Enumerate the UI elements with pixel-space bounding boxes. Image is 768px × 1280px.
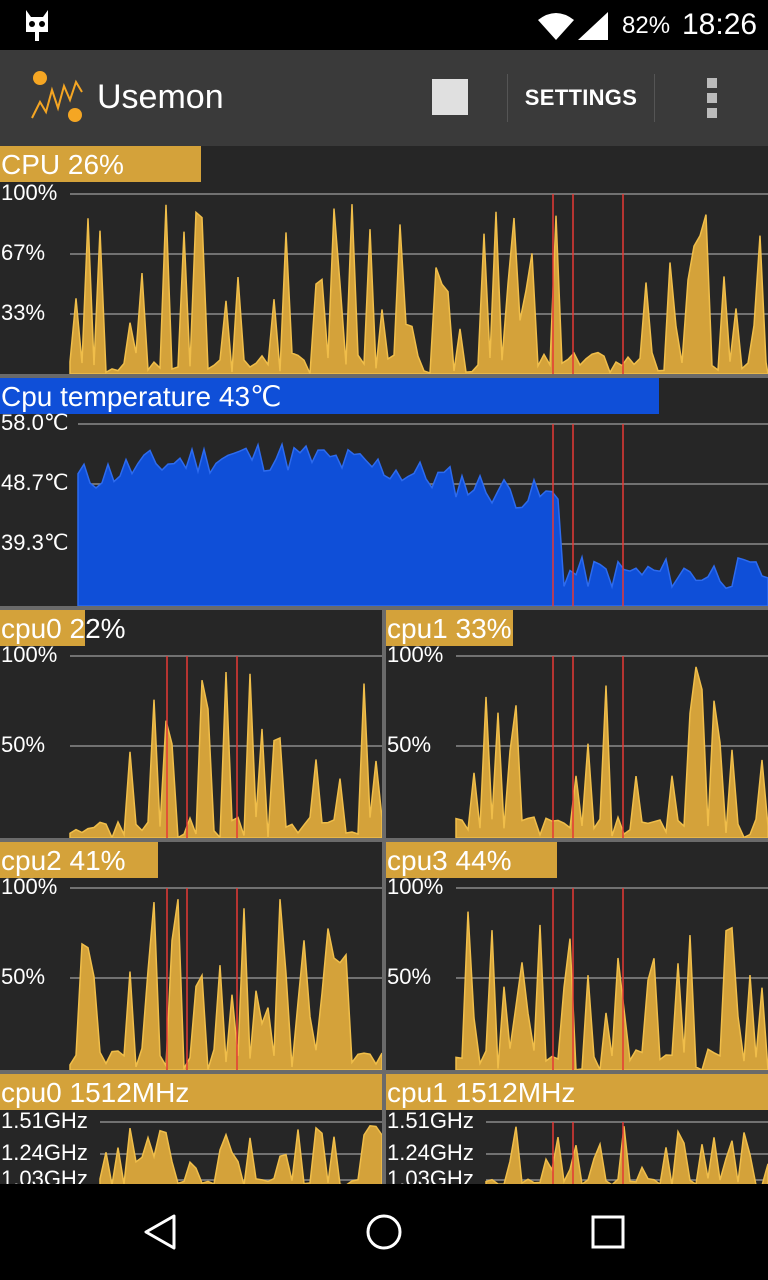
y-axis-label: 58.0℃ [1,410,69,435]
usage-series-area [485,1126,768,1184]
usage-series-area [69,204,768,374]
wifi-icon [538,13,574,40]
divider [507,74,508,122]
y-axis-label: 100% [387,642,444,667]
panel-title-bar: CPU 26% [0,146,201,182]
app-title: Usemon [97,78,224,116]
monitor-grid: CPU 26% 100% 67% 33% Cpu temperature 43℃ 5… [0,146,768,1184]
cpu1-frequency-panel[interactable]: cpu1 1512MHz 1.51GHz 1.24GHz 1.03GHz [386,1074,768,1184]
y-axis-label: 39.3℃ [1,530,69,555]
panel-title-bar: cpu0 1512MHz [0,1074,382,1110]
graph-area [69,655,382,838]
battery-percent: 82% [622,12,671,39]
panel-title-bar: cpu1 33% [386,610,513,646]
panel-title-bar: Cpu temperature 43℃ [0,378,659,414]
settings-button[interactable]: SETTINGS [524,85,638,110]
y-axis-label: 1.03GHz [1,1166,88,1184]
cpu-total-panel[interactable]: CPU 26% 100% 67% 33% [0,146,768,374]
graph-area [485,1121,768,1184]
separator [0,606,768,610]
y-axis-label: 33% [1,300,46,325]
navigation-bar [0,1184,768,1280]
panel-title-bar: cpu0 22% [0,610,126,646]
cyanogen-mascot-icon [26,10,48,41]
recents-icon[interactable] [590,1214,626,1250]
y-axis-label: 100% [1,180,58,205]
panel-title-bar: cpu1 1512MHz [386,1074,768,1110]
usemon-logo-icon [31,71,83,122]
panel-title-bar: cpu3 44% [386,842,557,878]
usage-series-area [69,671,382,838]
cpu0-frequency-panel[interactable]: cpu0 1512MHz 1.51GHz 1.24GHz 1.03GHz [0,1074,382,1184]
y-axis-label: 48.7℃ [1,470,69,495]
cpu1-panel[interactable]: cpu1 33% 100% 50% [386,610,768,838]
y-axis-label: 1.24GHz [1,1140,88,1165]
y-axis-label: 1.24GHz [387,1140,474,1165]
cpu3-panel[interactable]: cpu3 44% 100% 50% [386,842,768,1070]
y-axis-label: 67% [1,240,46,265]
signal-icon [578,12,608,40]
graph-area [99,1121,382,1184]
y-axis-label: 1.51GHz [387,1108,474,1133]
stop-button[interactable] [432,79,468,115]
y-axis-label: 50% [1,732,46,757]
home-icon[interactable] [364,1212,404,1252]
separator [382,610,386,1184]
usage-series-area [455,666,768,838]
usage-series-area [455,911,768,1070]
clock: 18:26 [682,8,758,41]
graph-area [455,887,768,1070]
app-bar: Usemon SETTINGS [0,50,768,146]
y-axis-label: 100% [387,874,444,899]
back-icon[interactable] [140,1212,180,1252]
overflow-menu-button[interactable] [690,74,734,122]
cpu2-panel[interactable]: cpu2 41% 100% 50% [0,842,382,1070]
y-axis-label: 1.03GHz [387,1166,474,1184]
status-bar: 82% 18:26 [0,0,768,50]
usage-series-area [69,899,382,1070]
graph-area [77,423,768,606]
cpu0-panel[interactable]: cpu0 22% 100% 50% [0,610,382,838]
y-axis-label: 50% [1,964,46,989]
y-axis-label: 50% [387,732,432,757]
separator [0,374,768,378]
usage-series-area [77,441,768,606]
y-axis-label: 1.51GHz [1,1108,88,1133]
cpu-temperature-panel[interactable]: Cpu temperature 43℃ 58.0℃ 48.7℃ 39.3℃ [0,378,768,606]
divider [654,74,655,122]
usage-series-area [99,1125,382,1184]
graph-area [69,887,382,1070]
y-axis-label: 100% [1,874,58,899]
graph-area [455,655,768,838]
more-vert-icon [707,78,717,118]
y-axis-label: 100% [1,642,58,667]
y-axis-label: 50% [387,964,432,989]
panel-title-bar: cpu2 41% [0,842,158,878]
graph-area [69,193,768,374]
